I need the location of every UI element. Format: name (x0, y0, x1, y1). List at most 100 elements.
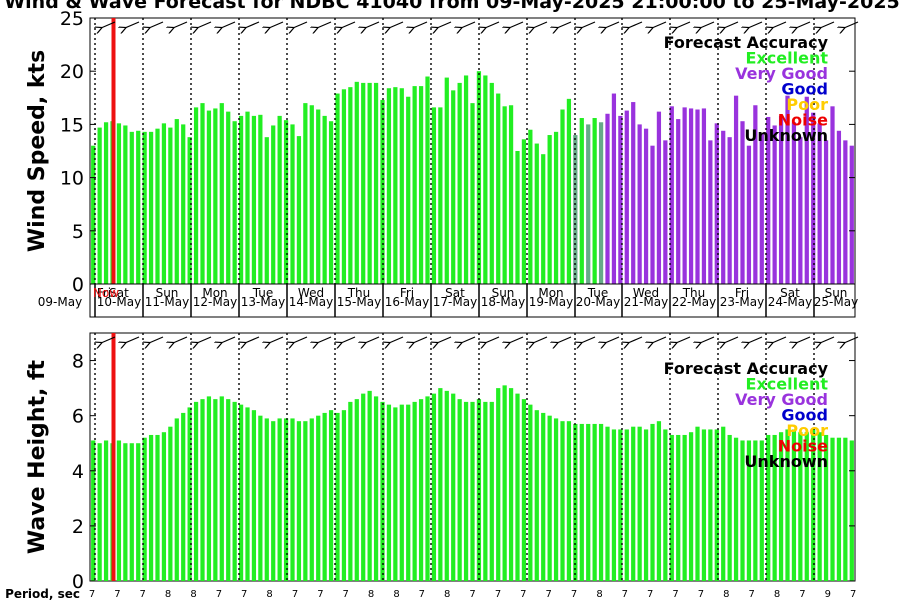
wind-bar (161, 123, 167, 284)
period-value: 7 (698, 589, 704, 600)
wave-bar (618, 429, 623, 581)
wind-bar (586, 124, 591, 285)
wind-bar (373, 82, 379, 285)
wave-bar (631, 426, 636, 581)
wave-bar (849, 440, 854, 581)
wind-bar (624, 110, 629, 284)
legend-item: Poor (786, 421, 828, 440)
legend-item: Unknown (744, 452, 828, 471)
wave-direction-arrow (700, 336, 715, 343)
legend-item: Noise (778, 111, 828, 130)
wave-bar (245, 407, 250, 581)
wind-bar (386, 88, 392, 284)
wave-bar (740, 440, 745, 581)
wind-bar (271, 125, 276, 285)
period-value: 7 (520, 589, 526, 600)
wind-bar (335, 93, 340, 284)
wave-bar (714, 429, 719, 581)
wind-bar (508, 105, 514, 284)
chart-title: Wind & Wave Forecast for NDBC 41040 from… (4, 0, 900, 13)
wind-bar (129, 131, 134, 284)
wave-bar (174, 418, 179, 581)
wave-direction-arrow (341, 336, 356, 343)
wave-bar (637, 426, 642, 581)
wind-ytick-label: 5 (72, 221, 84, 243)
wind-bar (309, 105, 314, 284)
wave-bar (766, 434, 771, 581)
wave-direction-arrow (652, 336, 667, 343)
wind-bar (631, 102, 636, 284)
wind-bar (605, 113, 610, 284)
wind-bar (303, 103, 308, 285)
wind-direction-arrow (581, 21, 596, 28)
wind-bar (438, 107, 443, 284)
wave-bar (444, 390, 449, 581)
wind-bar (811, 112, 816, 284)
wind-bar (354, 81, 359, 284)
wind-bar (116, 123, 122, 284)
wave-direction-arrow (820, 336, 835, 343)
wind-bar (817, 123, 822, 284)
wave-bar (187, 407, 192, 581)
wind-bar (406, 96, 411, 285)
wind-bar (618, 115, 623, 284)
wave-bar (830, 437, 835, 581)
wave-bar (431, 393, 437, 581)
period-value: 7 (292, 589, 298, 600)
wave-bar (695, 426, 700, 581)
wind-bar (766, 116, 771, 284)
day-axis-frame (89, 283, 856, 318)
wind-ytick-label: 0 (72, 274, 84, 296)
wind-bar (663, 140, 668, 284)
day-axis: Fri09-MaySat10-MaySun11-MayMon12-MayTue1… (38, 283, 858, 318)
period-value: 7 (241, 589, 247, 600)
day-label-dow: Sat (109, 286, 129, 300)
legend-item: Unknown (744, 126, 828, 145)
wind-bar (676, 119, 681, 284)
wave-direction-arrow (557, 336, 572, 343)
wave-bar (579, 423, 584, 581)
day-label-dow: Thu (682, 286, 706, 300)
wave-bar (496, 388, 501, 581)
day-label-dow: Sun (492, 286, 515, 300)
wind-direction-arrow (700, 21, 715, 28)
wind-direction-arrow (461, 21, 476, 28)
wind-direction-arrow (533, 21, 548, 28)
wave-bar (753, 440, 758, 581)
wave-bar (193, 401, 199, 581)
wave-bar (476, 399, 482, 581)
wind-direction-arrow (820, 21, 835, 28)
wave-bar (508, 388, 514, 581)
day-label-date: 24-May (768, 295, 812, 309)
wind-direction-arrow (413, 21, 428, 28)
wind-direction-arrow (245, 21, 260, 28)
wave-bar (470, 401, 475, 581)
wind-direction-arrow (557, 21, 572, 28)
wave-direction-arrow (149, 336, 164, 343)
day-label-dow: Sat (780, 286, 800, 300)
wind-bar (451, 90, 456, 284)
wind-bar (213, 108, 218, 284)
wind-bar (740, 121, 745, 285)
wave-bar (656, 421, 662, 581)
wave-bar (123, 443, 128, 581)
period-value: 7 (216, 589, 222, 600)
wind-bar (380, 99, 385, 285)
day-label-date: 18-May (481, 295, 525, 309)
wind-bar (489, 82, 494, 285)
wave-bar (206, 396, 212, 581)
wind-bar (592, 118, 597, 285)
wind-ytick-label: 10 (60, 168, 84, 190)
period-value: 7 (343, 589, 349, 600)
day-label-date: 22-May (672, 295, 716, 309)
wind-bar (258, 114, 263, 284)
wave-bar (701, 429, 707, 581)
wind-bar (476, 71, 482, 284)
wave-bar (386, 404, 392, 581)
wave-bar (521, 399, 527, 581)
wave-bar (798, 432, 803, 581)
wind-bar (232, 121, 237, 285)
period-value: 7 (114, 589, 120, 600)
period-value: 7 (546, 589, 552, 600)
